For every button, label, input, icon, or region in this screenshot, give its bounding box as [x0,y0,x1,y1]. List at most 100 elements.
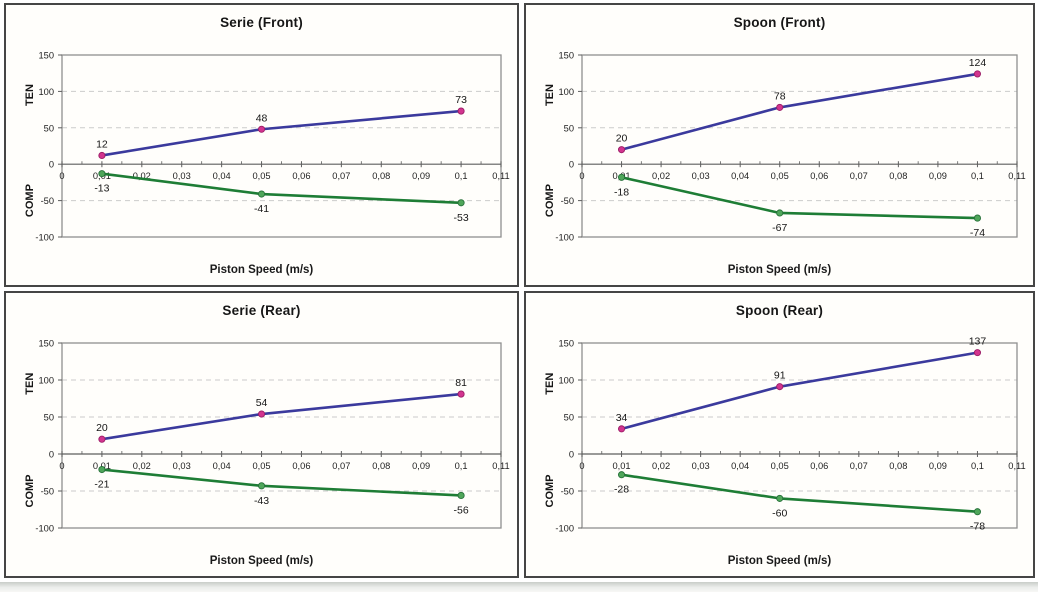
data-label-ten: 81 [455,377,467,389]
series-line-comp [620,473,979,514]
x-tick-label: 0,04 [731,461,749,471]
x-tick-label: 0,04 [213,461,231,471]
data-label-ten: 124 [969,57,987,69]
data-point-ten [973,349,982,357]
y-tick-label: 0 [569,160,574,170]
x-tick-label: 0,09 [412,171,430,181]
x-tick-label: 0,1 [971,461,984,471]
y-tick-label: 50 [564,413,574,423]
x-tick-label: 0,09 [929,171,947,181]
plot-border [581,342,1018,529]
chart-title: Spoon (Rear) [735,303,824,318]
data-point-ten [457,107,465,115]
data-point-ten [257,125,266,133]
chart-panel-serie-rear: 150100500-50-10000,010,020,030,040,050,0… [4,291,519,578]
y-tick-label: 150 [558,339,574,349]
x-axis-label: Piston Speed (m/s) [209,264,314,276]
data-label-comp: -21 [94,479,109,491]
x-tick-label: 0,11 [1008,461,1025,471]
plot-border [61,54,502,238]
y-tick-label: 150 [38,51,54,61]
data-label-ten: 78 [774,90,786,102]
data-point-comp [617,173,626,181]
scan-shadow-band [0,582,1038,592]
data-point-ten [457,390,465,398]
y-tick-label: 100 [558,376,574,386]
chart-plot-serie-rear: 150100500-50-10000,010,020,030,040,050,0… [24,339,510,534]
data-point-ten [98,435,106,443]
y-tick-label: -100 [35,524,54,534]
data-point-comp [617,471,626,479]
data-point-ten [973,70,982,78]
data-point-comp [776,494,784,502]
y-axis-label-comp: COMP [24,184,36,217]
x-tick-label: 0,02 [133,461,151,471]
x-tick-label: 0,06 [292,461,310,471]
data-label-comp: -28 [614,484,629,496]
chart-plot-serie-front: 150100500-50-10000,010,020,030,040,050,0… [24,51,510,243]
x-tick-label: 0,08 [372,171,390,181]
data-label-comp: -18 [614,186,629,198]
y-tick-label: -50 [41,196,54,206]
data-label-comp: -78 [970,521,985,533]
x-tick-label: 0,04 [731,171,749,181]
x-tick-label: 0,07 [332,461,350,471]
x-tick-label: 0,11 [492,171,509,181]
x-axis-label: Piston Speed (m/s) [727,264,832,276]
x-tick-label: 0,05 [252,461,270,471]
data-label-ten: 137 [969,336,987,348]
series-line-ten [100,109,463,157]
chart-title: Spoon (Front) [733,15,826,30]
x-tick-label: 0,06 [810,461,828,471]
x-tick-label: 0,05 [771,171,789,181]
x-tick-label: 0,09 [412,461,430,471]
x-tick-label: 0,06 [810,171,828,181]
data-point-comp [776,209,784,217]
plot-border [61,342,502,529]
x-tick-label: 0,08 [889,461,907,471]
data-label-ten: 54 [256,397,268,409]
y-axis-label-ten: TEN [544,84,556,106]
y-axis-label-comp: COMP [24,475,36,508]
y-tick-label: 0 [49,450,54,460]
x-tick-label: 0,08 [889,171,907,181]
y-tick-label: 100 [38,87,54,97]
x-tick-label: 0,06 [292,171,310,181]
x-tick-label: 0 [579,171,584,181]
x-tick-label: 0,08 [372,461,390,471]
data-label-comp: -43 [254,495,269,507]
x-tick-label: 0,04 [213,171,231,181]
x-tick-label: 0,1 [455,171,468,181]
data-point-ten [98,151,106,160]
x-tick-label: 0 [59,461,64,471]
y-tick-label: -50 [41,487,54,497]
y-tick-label: -50 [561,487,574,497]
data-label-comp: -53 [453,212,468,224]
data-point-comp [98,465,106,474]
x-tick-label: 0,05 [252,171,270,181]
x-tick-label: 0,01 [612,461,630,471]
data-label-ten: 20 [616,133,628,145]
x-tick-label: 0,05 [771,461,789,471]
x-axis-label: Piston Speed (m/s) [209,555,314,567]
y-axis-label-ten: TEN [24,373,36,395]
chart-title: Serie (Front) [220,15,303,30]
y-tick-label: 50 [44,123,54,133]
y-tick-label: -100 [555,233,574,243]
y-tick-label: 0 [569,450,574,460]
x-tick-label: 0,11 [492,461,509,471]
x-tick-label: 0,07 [332,171,350,181]
y-tick-label: 100 [558,87,574,97]
data-label-ten: 48 [256,112,268,124]
x-tick-label: 0,07 [850,171,868,181]
data-point-comp [257,190,266,198]
data-point-comp [98,170,106,178]
x-tick-label: 0,09 [929,461,947,471]
x-tick-label: 0,07 [850,461,868,471]
y-tick-label: 50 [44,413,54,423]
chart-plot-spoon-front: 150100500-50-10000,010,020,030,040,050,0… [544,51,1026,243]
x-tick-label: 0,1 [455,461,468,471]
series-line-comp [100,172,463,205]
data-point-ten [776,103,784,111]
x-axis-label: Piston Speed (m/s) [727,555,832,567]
